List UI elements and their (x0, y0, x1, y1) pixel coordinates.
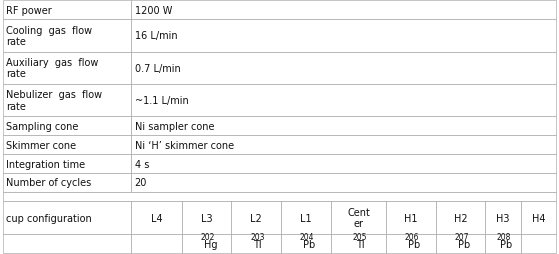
Text: Cent
er: Cent er (347, 207, 370, 229)
Bar (3, 173, 131, 192)
Text: 206: 206 (405, 232, 419, 242)
Text: H4: H4 (532, 213, 545, 223)
Text: Cooling  gas  flow
rate: Cooling gas flow rate (6, 25, 92, 47)
Text: 0.7 L/min: 0.7 L/min (135, 64, 181, 73)
Bar (231, 202, 281, 234)
Bar (485, 202, 521, 234)
Text: 204: 204 (300, 232, 314, 242)
Bar (331, 234, 386, 253)
Bar (3, 52, 131, 85)
Text: Sampling cone: Sampling cone (6, 121, 78, 131)
Text: Tl: Tl (253, 239, 262, 249)
Bar (131, 20, 556, 52)
Text: 207: 207 (454, 232, 469, 242)
Text: 202: 202 (200, 232, 215, 242)
Text: 4 s: 4 s (135, 159, 149, 169)
Bar (521, 234, 556, 253)
Text: ~1.1 L/min: ~1.1 L/min (135, 96, 188, 105)
Text: Skimmer cone: Skimmer cone (6, 140, 76, 150)
Bar (131, 1, 556, 20)
Bar (231, 234, 281, 253)
Bar (131, 154, 556, 173)
Bar (435, 202, 485, 234)
Text: H2: H2 (454, 213, 467, 223)
Text: L4: L4 (150, 213, 162, 223)
Bar (3, 20, 131, 52)
Text: L1: L1 (300, 213, 312, 223)
Bar (485, 234, 521, 253)
Text: H1: H1 (404, 213, 418, 223)
Bar (3, 1, 131, 20)
Text: L2: L2 (250, 213, 262, 223)
Bar (3, 117, 131, 135)
Bar (131, 117, 556, 135)
Bar (386, 202, 435, 234)
Bar (281, 234, 331, 253)
Text: Pb: Pb (500, 239, 513, 249)
Bar (131, 135, 556, 154)
Text: Pb: Pb (304, 239, 315, 249)
Text: L3: L3 (201, 213, 212, 223)
Text: cup configuration: cup configuration (6, 213, 92, 223)
Bar (131, 52, 556, 85)
Text: Nebulizer  gas  flow
rate: Nebulizer gas flow rate (6, 90, 102, 111)
Text: Tl: Tl (356, 239, 364, 249)
Text: 20: 20 (135, 178, 147, 188)
Text: Ni sampler cone: Ni sampler cone (135, 121, 214, 131)
Bar (131, 173, 556, 192)
Text: Ni ‘H’ skimmer cone: Ni ‘H’ skimmer cone (135, 140, 234, 150)
Bar (182, 234, 231, 253)
Bar (131, 85, 556, 117)
Bar (3, 135, 131, 154)
Text: 203: 203 (250, 232, 264, 242)
Text: Auxiliary  gas  flow
rate: Auxiliary gas flow rate (6, 58, 98, 79)
Text: Pb: Pb (408, 239, 420, 249)
Bar (3, 154, 131, 173)
Bar (386, 234, 435, 253)
Bar (435, 234, 485, 253)
Text: 16 L/min: 16 L/min (135, 31, 177, 41)
Bar (131, 234, 182, 253)
Text: Pb: Pb (458, 239, 470, 249)
Bar (281, 202, 331, 234)
Bar (3, 85, 131, 117)
Text: 1200 W: 1200 W (135, 6, 172, 16)
Text: H3: H3 (496, 213, 510, 223)
Bar (131, 202, 182, 234)
Text: Number of cycles: Number of cycles (6, 178, 92, 188)
Text: 205: 205 (353, 232, 367, 242)
Text: Integration time: Integration time (6, 159, 86, 169)
Text: Hg: Hg (203, 239, 217, 249)
Bar (3, 234, 131, 253)
Bar (182, 202, 231, 234)
Bar (3, 192, 556, 202)
Text: RF power: RF power (6, 6, 52, 16)
Bar (521, 202, 556, 234)
Text: 208: 208 (497, 232, 511, 242)
Bar (3, 202, 131, 234)
Bar (331, 202, 386, 234)
